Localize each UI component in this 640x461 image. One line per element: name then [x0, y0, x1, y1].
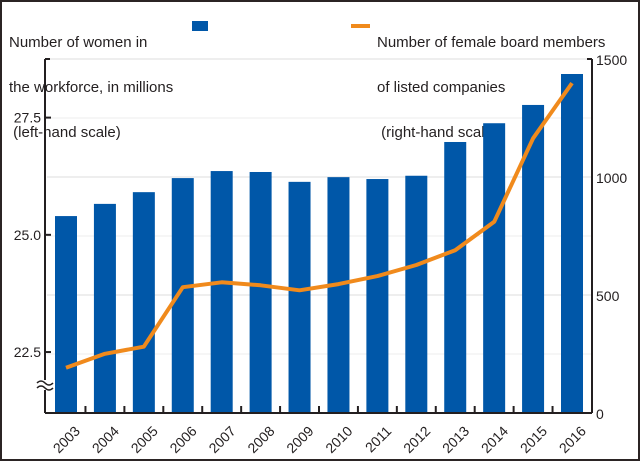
bar-2016: [561, 74, 583, 414]
axis-break-icon: [36, 385, 54, 391]
left-axis-tick-label: 22.5: [14, 344, 41, 360]
x-axis-tick-label: 2012: [400, 423, 433, 456]
bar-2014: [483, 123, 506, 413]
legend-bar-line-1: Number of women in: [9, 34, 148, 51]
x-axis-tick-label: 2009: [283, 423, 316, 456]
bar-2010: [327, 177, 350, 413]
legend-line-swatch: [351, 24, 370, 28]
bar-2006: [171, 178, 194, 413]
x-axis-tick-label: 2010: [322, 423, 355, 456]
legend-bar-line-2: the workforce, in millions: [9, 79, 174, 96]
legend-bar-series-label: Number of women in the workforce, in mil…: [9, 5, 173, 155]
x-axis-tick-label: 2006: [166, 423, 199, 456]
line-series: [65, 81, 574, 370]
x-axis-tick-label: 2005: [128, 423, 161, 456]
x-axis-tick-label: 2014: [478, 423, 511, 456]
left-axis-tick-label: 27.5: [14, 110, 41, 126]
x-axis-tick-label: 2003: [50, 423, 83, 456]
bar-2009: [288, 181, 311, 413]
legend-line-line-1: Number of female board members: [377, 34, 606, 51]
bar-2005: [132, 192, 155, 413]
legend-line-series-label: Number of female board members of listed…: [377, 5, 605, 155]
axis-break-icon: [36, 380, 54, 386]
legend-bar-swatch: [192, 21, 208, 31]
legend-line-line-2: of listed companies: [377, 79, 506, 96]
x-axis-tick-label: 2011: [362, 423, 395, 456]
axis-break-mask: [37, 380, 53, 390]
bar-2004: [93, 203, 116, 413]
x-axis-tick-label: 2004: [89, 423, 122, 456]
x-axis-tick-label: 2013: [439, 423, 472, 456]
bar-2003: [55, 216, 77, 413]
gridlines: [47, 58, 592, 355]
left-axis-tick-label: 25.0: [14, 227, 41, 243]
right-axis-tick-label: 0: [596, 406, 604, 422]
bar-series: [55, 74, 583, 414]
bar-2007: [210, 171, 233, 413]
bar-2015: [522, 104, 545, 413]
x-axis-tick-label: 2008: [244, 423, 277, 456]
x-axis-tick-label: 2016: [556, 423, 589, 456]
bar-2013: [444, 141, 467, 413]
right-axis-tick-label: 500: [596, 288, 620, 304]
bar-2008: [249, 171, 272, 413]
right-axis-tick-label: 1500: [596, 52, 627, 68]
bar-2011: [366, 179, 389, 413]
axes: [36, 58, 593, 414]
x-axis-tick-label: 2015: [517, 423, 550, 456]
bar-2012: [405, 175, 428, 413]
right-axis-tick-label: 1000: [596, 170, 627, 186]
line-series-path: [65, 81, 574, 370]
x-axis-tick-label: 2007: [205, 423, 238, 456]
